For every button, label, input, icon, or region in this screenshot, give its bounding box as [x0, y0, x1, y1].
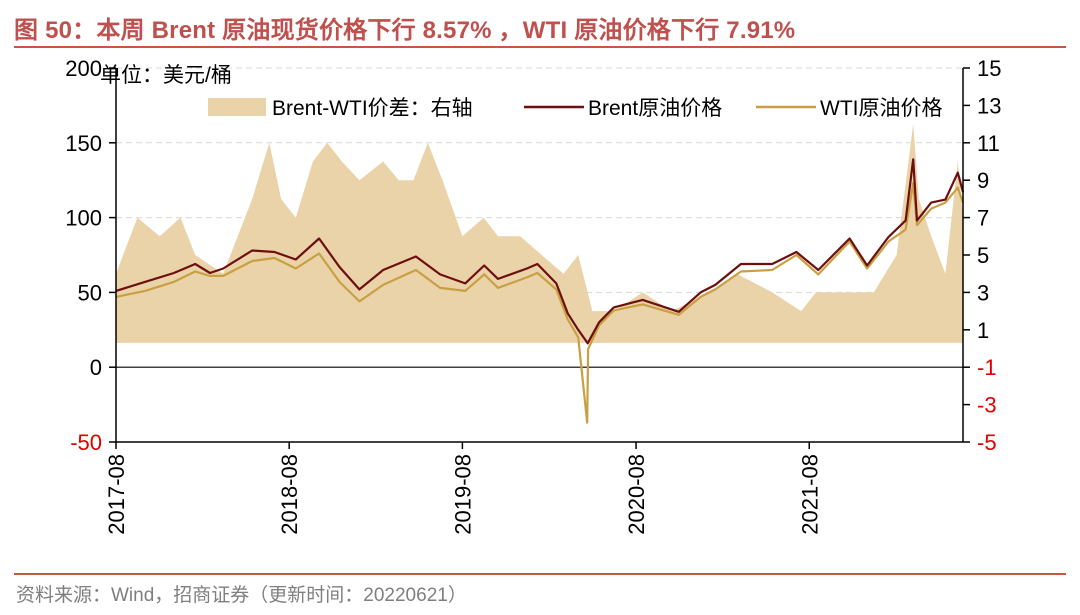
right-tick-label: -3 [977, 393, 997, 418]
x-tick-label: 2018-08 [277, 454, 302, 535]
x-tick-label: 2019-08 [450, 454, 475, 535]
left-tick-label: 200 [65, 56, 102, 81]
left-tick-label: 150 [65, 131, 102, 156]
right-tick-label: 13 [977, 93, 1001, 118]
legend-label-spread: Brent-WTI价差：右轴 [272, 97, 473, 120]
figure-title: 图 50：本周 Brent 原油现货价格下行 8.57% ，WTI 原油价格下行… [14, 17, 796, 44]
left-tick-label: 100 [65, 206, 102, 231]
left-tick-label: 0 [90, 355, 102, 380]
legend-swatch-spread [208, 98, 266, 116]
legend-label-wti: WTI原油价格 [820, 97, 942, 120]
right-tick-label: 9 [977, 168, 989, 193]
brent-line [115, 158, 965, 345]
right-tick-label: 15 [977, 56, 1001, 81]
right-tick-label: 1 [977, 318, 989, 343]
right-tick-label: 7 [977, 206, 989, 231]
right-tick-label: -5 [977, 430, 997, 455]
legend: Brent-WTI价差：右轴 Brent原油价格 WTI原油价格 [208, 97, 942, 120]
source-note: 资料来源：Wind，招商证券（更新时间：20220621） [16, 585, 467, 606]
unit-label: 单位：美元/桶 [100, 64, 232, 87]
right-tick-label: 11 [977, 131, 1000, 156]
right-tick-label: -1 [977, 355, 997, 380]
x-tick-label: 2017-08 [104, 454, 129, 535]
wti-line [115, 182, 965, 424]
x-tick-label: 2020-08 [624, 454, 649, 535]
source-rule [14, 573, 1066, 575]
title-rule [14, 46, 1066, 48]
left-tick-label: -50 [70, 430, 102, 455]
legend-label-brent: Brent原油价格 [588, 97, 722, 120]
right-tick-label: 3 [977, 280, 989, 305]
x-tick-label: 2021-08 [797, 454, 822, 535]
left-tick-label: 50 [78, 280, 102, 305]
right-tick-label: 5 [977, 243, 989, 268]
spread-area [116, 124, 963, 343]
